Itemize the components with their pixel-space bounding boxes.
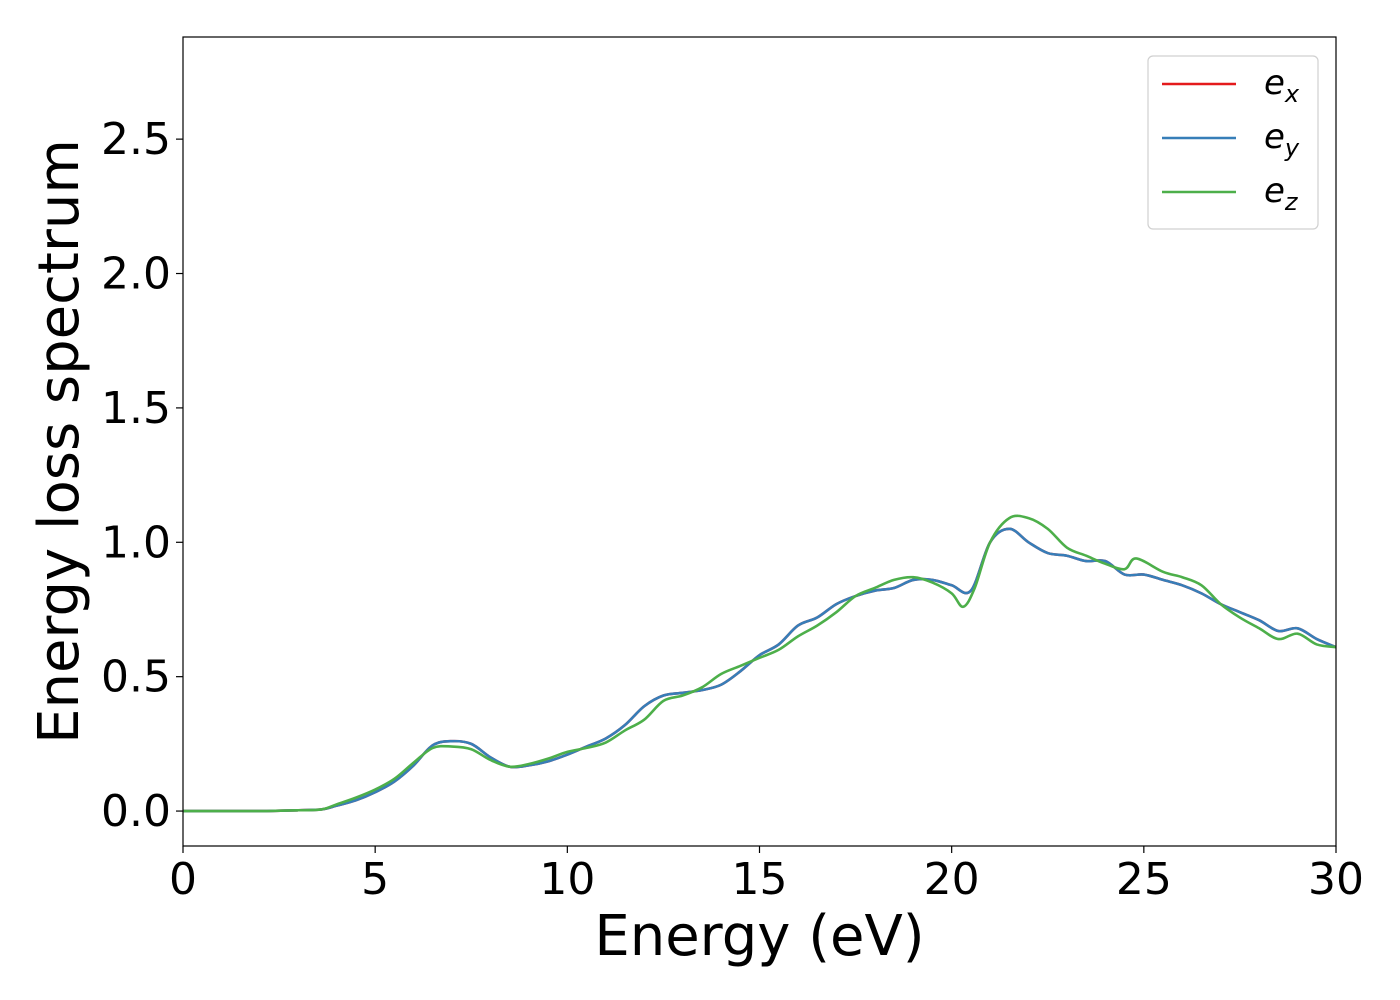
x-tick-label: 25: [1116, 854, 1172, 905]
y-tick-label: 1.0: [101, 517, 171, 568]
x-tick-label: 0: [169, 854, 197, 905]
y-tick-label: 0.5: [101, 652, 171, 703]
x-tick-label: 20: [924, 854, 980, 905]
y-tick-label: 0.0: [101, 786, 171, 837]
series-layer: [183, 514, 1336, 813]
y-tick-label: 2.0: [101, 249, 171, 300]
y-tick-label: 2.5: [101, 114, 171, 165]
y-axis-ticks: 0.0 0.5 1.0 1.5 2.0 2.5: [101, 114, 183, 837]
x-tick-label: 10: [539, 854, 595, 905]
x-axis-label: Energy (eV): [594, 904, 924, 969]
legend-label-e-y: ey: [1264, 117, 1300, 162]
x-axis-ticks: 0 5 10 15 20 25 30: [169, 846, 1364, 905]
y-axis-label: Energy loss spectrum: [27, 139, 92, 744]
series-line-e-z: [183, 514, 1336, 813]
y-tick-label: 1.5: [101, 383, 171, 434]
legend-label-e-x: ex: [1264, 63, 1300, 108]
legend: ex ey ez: [1147, 55, 1319, 230]
legend-box: [1147, 55, 1319, 230]
x-tick-label: 15: [732, 854, 788, 905]
legend-label-e-z: ez: [1264, 171, 1299, 216]
x-tick-label: 30: [1308, 854, 1364, 905]
x-tick-label: 5: [361, 854, 389, 905]
